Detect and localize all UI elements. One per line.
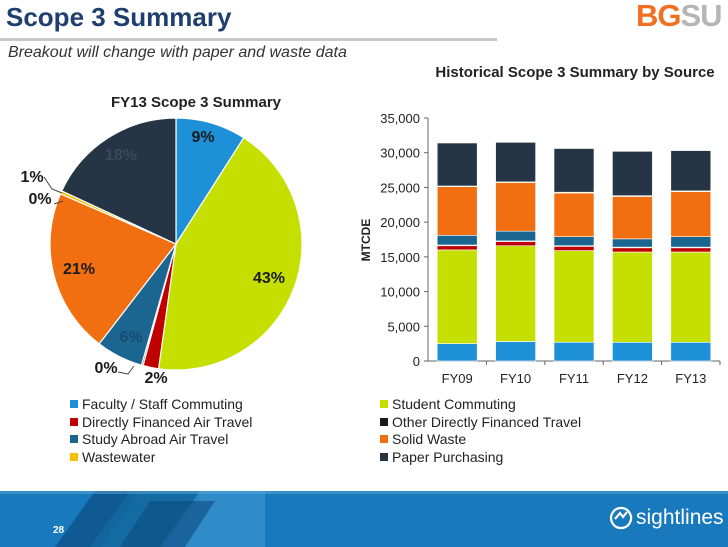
legend-swatch [380, 417, 388, 426]
sightlines-logo-icon [609, 506, 633, 530]
charts-canvas: 9%43%2%0%6%21%0%18%1%05,00010,00015,0002… [20, 111, 721, 387]
legend-label: Student Commuting [392, 396, 516, 412]
bar-segment [436, 343, 478, 362]
bar-segment [436, 245, 478, 251]
bar-segment [495, 341, 536, 362]
sightlines-brand: sightlines [636, 506, 724, 529]
legend-label: Directly Financed Air Travel [82, 413, 253, 430]
bar-segment [495, 241, 536, 247]
pie-leader-line [53, 200, 64, 205]
pie-slice-label: 21% [63, 261, 95, 278]
pie-leader-line [117, 365, 135, 375]
bar-segment [553, 148, 595, 193]
pie-slice-label: 0% [94, 360, 117, 377]
pie-slice-label: 18% [105, 147, 137, 164]
bar-segment [495, 182, 536, 232]
bar-segment [670, 251, 712, 343]
bar-segment [495, 142, 536, 183]
pie-leader-line [43, 176, 63, 194]
y-tick-label: 0 [413, 354, 420, 369]
x-tick-label: FY09 [442, 371, 473, 386]
pie-slice [49, 192, 177, 345]
legend-swatch [70, 400, 78, 408]
legend-item: Paper Purchasing [380, 449, 503, 465]
bar-segment [553, 341, 595, 362]
pie-callout-label: 1% [20, 169, 43, 186]
slide-title: Scope 3 Summary [6, 2, 232, 32]
bar-segment [670, 247, 712, 253]
y-tick-label: 30,000 [380, 146, 420, 161]
legend-item: Other Directly Financed Travel [380, 414, 581, 430]
legend-item: Wastewater [70, 449, 155, 465]
bar-segment [553, 246, 595, 251]
pie-chart-title: FY13 Scope 3 Summary [110, 94, 282, 111]
bar-segment [553, 192, 595, 238]
legend-swatch [380, 435, 388, 443]
legend-swatch [70, 452, 78, 461]
x-tick-label: FY12 [617, 371, 648, 386]
bar-segment [553, 236, 595, 246]
y-tick-label: 5,000 [387, 319, 420, 334]
logo-su: SU [680, 0, 723, 33]
bar-segment [670, 150, 712, 192]
legend-item: Study Abroad Air Travel [70, 431, 228, 447]
pie-slice [157, 136, 303, 371]
y-axis-label: MTCDE [359, 219, 373, 262]
x-tick-label: FY10 [500, 371, 531, 386]
y-tick-label: 20,000 [380, 215, 420, 230]
legend-label: Wastewater [82, 448, 156, 465]
y-tick-label: 15,000 [380, 250, 420, 265]
x-tick-label: FY11 [559, 371, 589, 386]
legend-label: Faculty / Staff Commuting [82, 396, 243, 412]
legend-swatch [70, 417, 78, 426]
y-tick-label: 10,000 [380, 285, 420, 300]
bar-segment [612, 251, 653, 343]
slide-subtitle: Breakout will change with paper and wast… [8, 44, 347, 61]
bar-segment [436, 235, 478, 246]
y-tick-label: 25,000 [380, 180, 420, 195]
y-tick-label: 35,000 [380, 111, 420, 126]
bar-segment [436, 186, 478, 236]
logo-bg: BG [636, 0, 681, 33]
legend-swatch [380, 400, 388, 408]
bar-segment [670, 191, 712, 238]
footer-decoration [0, 491, 728, 547]
legend-item: Faculty / Staff Commuting [70, 396, 243, 412]
legend-item: Student Commuting [380, 396, 516, 412]
bar-segment [612, 238, 653, 248]
legend-label: Solid Waste [392, 431, 467, 447]
bar-segment [612, 151, 653, 197]
legend-swatch [380, 452, 388, 461]
pie-slice [60, 117, 177, 245]
bar-segment [495, 245, 536, 342]
bar-segment [436, 249, 478, 344]
legend-label: Paper Purchasing [392, 448, 504, 465]
title-divider [0, 38, 497, 41]
bar-segment [612, 247, 653, 253]
bar-segment [670, 341, 712, 362]
pie-slice-label: 9% [191, 129, 214, 146]
bar-segment [612, 196, 653, 240]
bar-segment [553, 250, 595, 343]
bar-segment [436, 142, 478, 187]
pie-slice-label: 0% [28, 191, 51, 208]
bar-chart-title: Historical Scope 3 Summary by Source [435, 64, 715, 81]
x-tick-label: FY13 [675, 371, 706, 386]
bar-segment [612, 341, 653, 362]
footer-bar [0, 491, 728, 547]
legend-label: Study Abroad Air Travel [82, 431, 229, 447]
legend-label: Other Directly Financed Travel [392, 413, 582, 430]
bar-segment [670, 236, 712, 248]
pie-slice-label: 2% [144, 370, 167, 387]
pie-slice-label: 6% [119, 329, 142, 346]
bgsu-logo: BGSU [636, 0, 723, 34]
legend-item: Solid Waste [380, 431, 466, 447]
page-number: 28 [53, 525, 65, 536]
legend-swatch [70, 435, 78, 443]
legend-item: Directly Financed Air Travel [70, 414, 252, 430]
pie-slice-label: 43% [253, 270, 285, 287]
bar-segment [495, 230, 536, 242]
